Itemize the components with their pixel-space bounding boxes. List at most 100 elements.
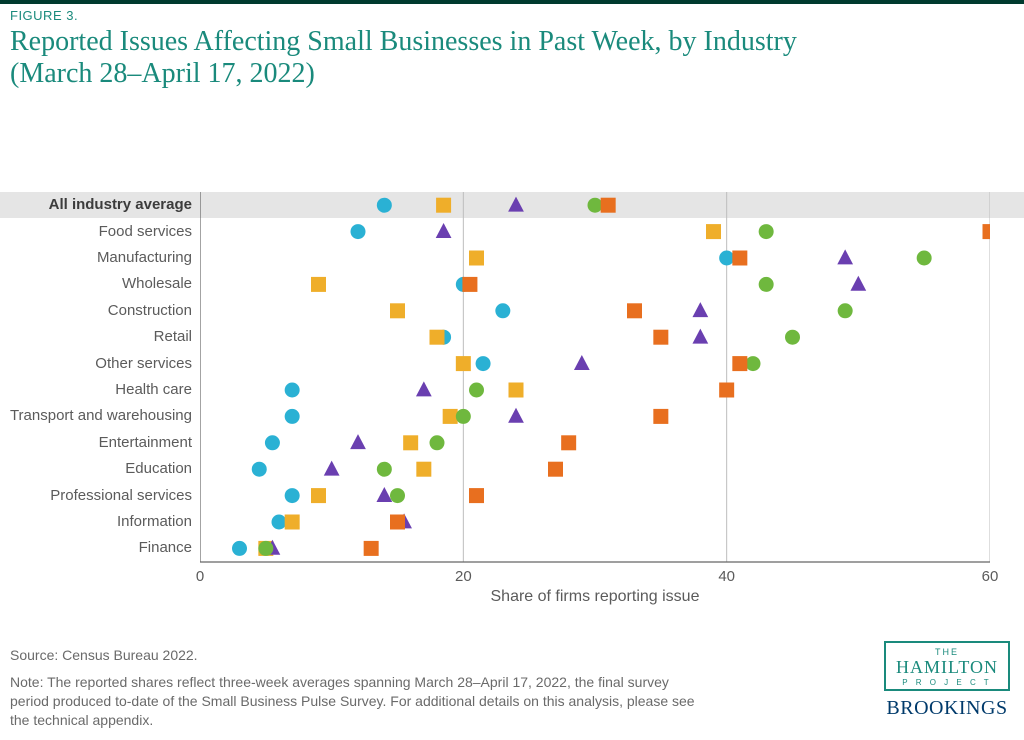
- marker-delivery: [692, 302, 708, 317]
- marker-production: [351, 224, 366, 239]
- marker-production: [285, 383, 300, 398]
- marker-production: [285, 409, 300, 424]
- marker-employees: [456, 356, 471, 371]
- marker-production: [272, 515, 287, 530]
- marker-production: [285, 488, 300, 503]
- marker-supplies: [588, 198, 603, 213]
- figure-label: FIGURE 3.: [10, 8, 78, 23]
- chart-title: Reported Issues Affecting Small Business…: [10, 26, 797, 90]
- hamilton-the: THE: [896, 647, 998, 657]
- marker-employees: [403, 435, 418, 450]
- note-text: Note: The reported shares reflect three-…: [10, 673, 710, 730]
- marker-hiring: [469, 488, 484, 503]
- row-label: Wholesale: [122, 275, 192, 292]
- marker-production: [476, 356, 491, 371]
- row-label: Education: [125, 460, 192, 477]
- source-text: Source: Census Bureau 2022.: [10, 646, 710, 665]
- footer: Source: Census Bureau 2022. Note: The re…: [10, 646, 710, 730]
- marker-delivery: [436, 223, 452, 238]
- marker-employees: [390, 303, 405, 318]
- marker-delivery: [850, 276, 866, 291]
- x-tick: 20: [448, 568, 478, 585]
- marker-supplies: [759, 277, 774, 292]
- marker-supplies: [838, 303, 853, 318]
- row-label: Food services: [99, 223, 192, 240]
- chart-area: ProductiondelaysAvailabilityof currentem…: [0, 100, 1024, 610]
- hamilton-logo: THE HAMILTON P R O J E C T: [884, 641, 1010, 691]
- top-bar: [0, 0, 1024, 4]
- marker-production: [252, 462, 267, 477]
- marker-hiring: [601, 198, 616, 213]
- legend-row: ProductiondelaysAvailabilityof currentem…: [0, 100, 1024, 190]
- marker-delivery: [508, 197, 524, 212]
- marker-supplies: [759, 224, 774, 239]
- marker-production: [719, 251, 734, 266]
- plot-svg: [200, 192, 990, 564]
- marker-employees: [509, 383, 524, 398]
- marker-hiring: [653, 409, 668, 424]
- marker-hiring: [548, 462, 563, 477]
- row-label: Other services: [95, 355, 192, 372]
- row-label: Retail: [154, 328, 192, 345]
- marker-production: [265, 435, 280, 450]
- row-label: Transport and warehousing: [10, 407, 192, 424]
- hamilton-proj: P R O J E C T: [896, 678, 998, 687]
- row-label: Construction: [108, 302, 192, 319]
- marker-hiring: [732, 251, 747, 266]
- marker-hiring: [462, 277, 477, 292]
- marker-supplies: [258, 541, 273, 556]
- marker-hiring: [983, 224, 991, 239]
- marker-supplies: [469, 383, 484, 398]
- marker-production: [495, 303, 510, 318]
- marker-delivery: [508, 408, 524, 423]
- marker-hiring: [390, 515, 405, 530]
- marker-hiring: [653, 330, 668, 345]
- marker-production: [377, 198, 392, 213]
- row-label: Entertainment: [99, 434, 192, 451]
- marker-delivery: [837, 249, 853, 264]
- x-tick: 0: [185, 568, 215, 585]
- title-line-1: Reported Issues Affecting Small Business…: [10, 26, 797, 57]
- x-tick: 40: [712, 568, 742, 585]
- marker-supplies: [390, 488, 405, 503]
- marker-production: [232, 541, 247, 556]
- marker-hiring: [719, 383, 734, 398]
- marker-employees: [706, 224, 721, 239]
- marker-employees: [443, 409, 458, 424]
- marker-supplies: [377, 462, 392, 477]
- brookings-logo: BROOKINGS: [884, 697, 1010, 720]
- row-label: Finance: [139, 539, 192, 556]
- marker-supplies: [746, 356, 761, 371]
- marker-hiring: [561, 435, 576, 450]
- hamilton-main: HAMILTON: [896, 657, 998, 678]
- marker-delivery: [574, 355, 590, 370]
- marker-employees: [311, 488, 326, 503]
- row-label: Health care: [115, 381, 192, 398]
- title-line-2: (March 28–April 17, 2022): [10, 58, 315, 89]
- marker-hiring: [732, 356, 747, 371]
- marker-supplies: [917, 251, 932, 266]
- marker-supplies: [456, 409, 471, 424]
- marker-delivery: [324, 461, 340, 476]
- marker-employees: [436, 198, 451, 213]
- x-axis-label: Share of firms reporting issue: [475, 588, 715, 606]
- marker-delivery: [376, 487, 392, 502]
- marker-employees: [469, 251, 484, 266]
- marker-employees: [430, 330, 445, 345]
- marker-supplies: [785, 330, 800, 345]
- x-tick: 60: [975, 568, 1005, 585]
- plot-area: [200, 192, 990, 612]
- marker-employees: [285, 515, 300, 530]
- logo-block: THE HAMILTON P R O J E C T BROOKINGS: [884, 641, 1010, 720]
- row-label: Manufacturing: [97, 249, 192, 266]
- marker-employees: [416, 462, 431, 477]
- row-label: Professional services: [50, 487, 192, 504]
- row-label: Information: [117, 513, 192, 530]
- marker-delivery: [692, 329, 708, 344]
- marker-delivery: [416, 381, 432, 396]
- marker-supplies: [430, 435, 445, 450]
- marker-hiring: [627, 303, 642, 318]
- marker-hiring: [364, 541, 379, 556]
- marker-delivery: [350, 434, 366, 449]
- marker-employees: [311, 277, 326, 292]
